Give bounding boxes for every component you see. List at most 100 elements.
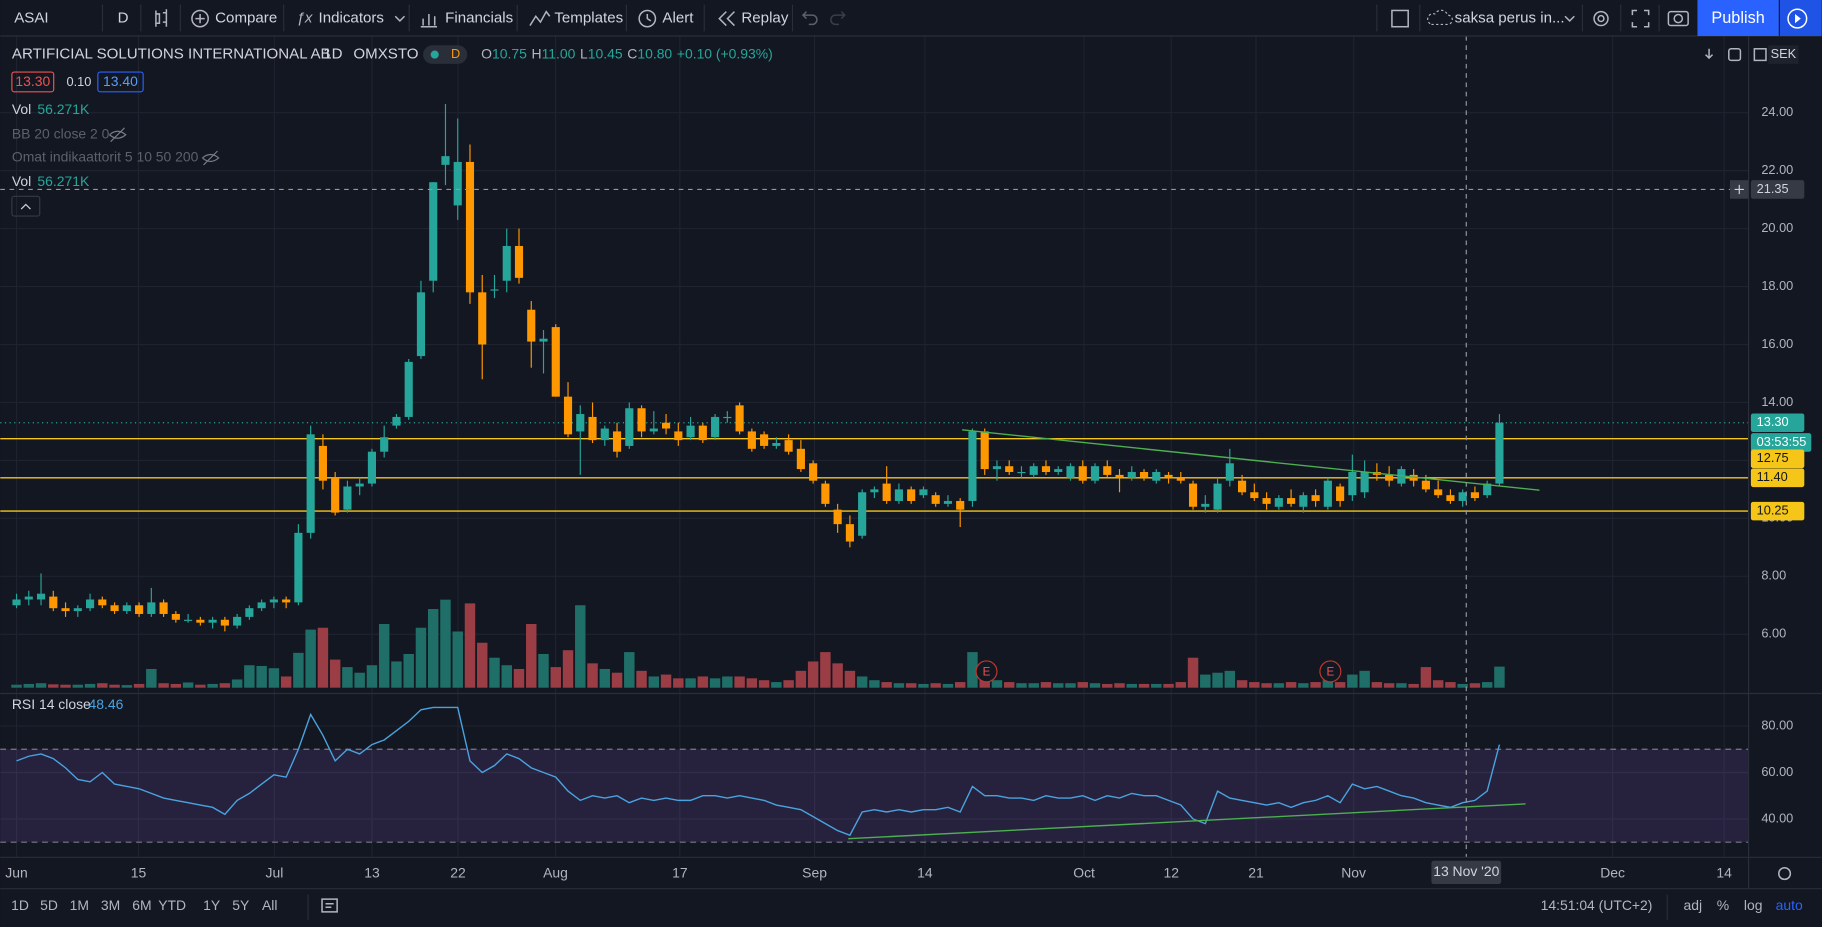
volume-bar: [844, 670, 856, 688]
range-button[interactable]: YTD: [158, 897, 186, 913]
time-label: Jul: [266, 864, 284, 880]
price-tick-label: 16.00: [1761, 336, 1793, 351]
range-button[interactable]: 1Y: [203, 897, 220, 913]
price-tick-label: 22.00: [1761, 162, 1793, 177]
candle-body: [294, 532, 303, 603]
ohlc: O10.75 H11.00 L10.45 C10.80 +0.10 (+0.93%): [481, 45, 773, 61]
volume-bar: [415, 627, 427, 688]
volume-bar: [1114, 683, 1125, 688]
candle-body: [36, 593, 46, 600]
symbol-button[interactable]: ASAI: [14, 10, 48, 27]
scale-option[interactable]: %: [1717, 897, 1729, 913]
alert-icon: [638, 9, 657, 28]
chart-type-button[interactable]: [155, 9, 168, 27]
volume-bar: [207, 683, 218, 688]
volume-bar: [685, 678, 696, 688]
play-button[interactable]: [1787, 8, 1808, 29]
currency[interactable]: SEK: [1771, 46, 1797, 61]
indicator-name[interactable]: BB 20 close 2 0: [12, 125, 110, 141]
pane-down-button[interactable]: [1705, 48, 1714, 60]
clock[interactable]: 14:51:04 (UTC+2): [1541, 897, 1653, 913]
financials-button[interactable]: Financials: [445, 10, 513, 27]
candle-body: [1066, 466, 1075, 478]
pane-buttons: SEK: [1705, 45, 1799, 64]
candle-body: [576, 414, 585, 432]
pane-maximize-button[interactable]: [1728, 48, 1742, 62]
earnings-marker[interactable]: [975, 660, 998, 683]
interval-button[interactable]: D: [118, 10, 129, 27]
hidden-icon[interactable]: [109, 127, 127, 143]
range-button[interactable]: All: [262, 897, 277, 913]
candle-body: [1385, 474, 1394, 481]
scale-option[interactable]: auto: [1776, 897, 1803, 913]
volume-bar: [452, 631, 463, 688]
earnings-marker[interactable]: [1319, 660, 1342, 683]
candle-body: [429, 182, 438, 281]
candle-body: [318, 445, 327, 481]
range-button[interactable]: 5D: [40, 897, 58, 913]
volume-bar: [526, 623, 537, 688]
candle-body: [453, 161, 462, 206]
candle-body: [1299, 495, 1308, 507]
replay-button[interactable]: Replay: [741, 10, 788, 27]
fullscreen-button[interactable]: [1631, 9, 1650, 28]
volume-bar: [1236, 680, 1248, 688]
candles-icon: [155, 9, 168, 27]
candle-body: [392, 416, 401, 426]
indicators-button[interactable]: Indicators: [319, 10, 384, 27]
volume-bar: [256, 665, 267, 688]
volume-bar: [23, 683, 35, 688]
volume-bar: [477, 642, 488, 688]
earnings-label: E: [983, 666, 991, 679]
candle-body: [1017, 471, 1026, 474]
candle-body: [563, 396, 573, 435]
templates-button[interactable]: Templates: [554, 10, 623, 27]
range-button[interactable]: 3M: [101, 897, 120, 913]
range-button[interactable]: 1M: [70, 897, 89, 913]
alert-button[interactable]: Alert: [662, 10, 694, 27]
indicator-name[interactable]: Omat indikaattorit 5 10 50 200: [12, 149, 199, 165]
select-button[interactable]: [1391, 9, 1409, 28]
publish-button[interactable]: Publish: [1711, 9, 1764, 27]
date-range-button[interactable]: [321, 898, 338, 913]
volume-bar: [182, 682, 194, 688]
collapse-button[interactable]: [11, 195, 41, 217]
candle-body: [809, 463, 818, 481]
ohlc-value: 10.80: [637, 45, 672, 61]
snapshot-button[interactable]: [1667, 10, 1689, 27]
layout-button[interactable]: saksa perus in...: [1455, 10, 1565, 27]
candle-body: [711, 416, 720, 438]
redo-button[interactable]: [830, 11, 846, 26]
volume-bar: [1102, 683, 1113, 688]
volume-bar: [1261, 683, 1272, 688]
volume-bar: [280, 676, 292, 688]
indicator-name[interactable]: Vol: [12, 101, 31, 117]
candle-body: [1250, 492, 1259, 499]
price-tick-label: 14.00: [1761, 394, 1793, 409]
range-button[interactable]: 6M: [132, 897, 151, 913]
rsi-name[interactable]: RSI 14 close: [12, 696, 91, 712]
indicator-name[interactable]: Vol: [12, 173, 31, 189]
volume-bar: [771, 682, 782, 688]
hidden-icon[interactable]: [202, 150, 220, 166]
compare-button[interactable]: Compare: [215, 10, 277, 27]
candle-body: [441, 156, 450, 165]
candle-body: [686, 425, 695, 438]
range-button[interactable]: 1D: [11, 897, 29, 913]
undo-button[interactable]: [801, 11, 818, 26]
pane-close-button[interactable]: [1753, 48, 1767, 62]
scale-option[interactable]: log: [1744, 897, 1763, 913]
candle-body: [747, 431, 756, 449]
time-axis-settings[interactable]: [1778, 867, 1792, 881]
candle-body: [306, 434, 315, 533]
spread: 0.10: [66, 74, 91, 89]
range-button[interactable]: 5Y: [232, 897, 249, 913]
volume-bar: [1481, 682, 1493, 688]
candle-body: [551, 327, 560, 397]
scale-option[interactable]: adj: [1683, 897, 1702, 913]
candle-body: [1005, 466, 1014, 472]
settings-button[interactable]: [1593, 10, 1609, 27]
replay-icon: [718, 11, 735, 27]
candle-body: [649, 428, 658, 432]
symbol-name: ARTIFICIAL SOLUTIONS INTERNATIONAL AB: [12, 46, 331, 63]
